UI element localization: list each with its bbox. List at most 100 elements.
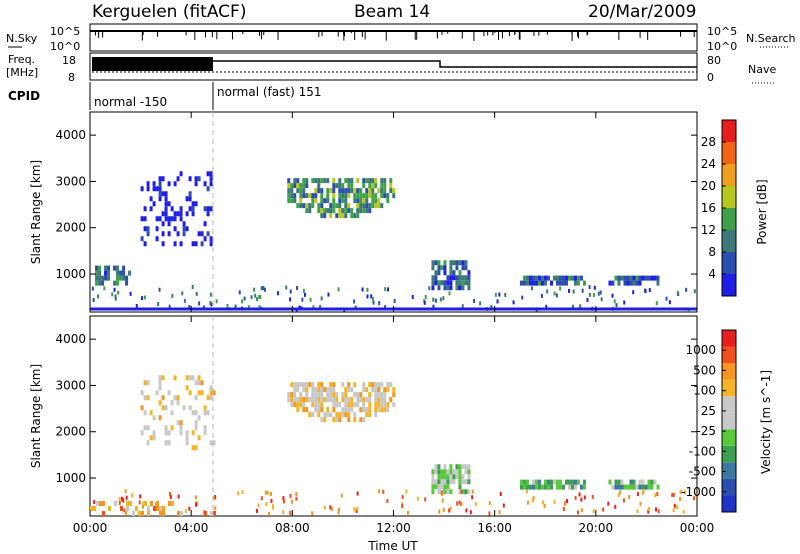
data-cell: [443, 474, 447, 480]
data-cell: [332, 198, 336, 204]
data-cell: [579, 484, 583, 490]
data-cell: [161, 176, 165, 182]
data-cell: [169, 491, 172, 496]
data-cell: [464, 280, 468, 286]
data-cell: [564, 275, 568, 281]
data-cell: [141, 296, 144, 301]
data-cell: [440, 484, 444, 490]
colorbar-tick-label: 500: [693, 363, 716, 377]
data-cell: [338, 178, 342, 184]
data-cell: [380, 193, 384, 199]
velocity-colorbar: 1000 500 100 25 -25 -100 -500 -1000: [681, 329, 737, 513]
data-cell: [293, 193, 297, 199]
data-cell: [359, 397, 363, 403]
data-cell: [608, 280, 612, 286]
data-cell: [522, 479, 526, 485]
data-cell: [326, 412, 330, 418]
data-cell: [356, 198, 360, 204]
data-cell: [656, 492, 659, 497]
data-cell: [494, 292, 497, 297]
data-cell: [323, 208, 327, 214]
data-cell: [182, 231, 186, 237]
data-cell: [647, 479, 651, 485]
data-cell: [389, 382, 393, 388]
data-cell: [290, 402, 294, 408]
data-cell: [406, 510, 409, 515]
data-cell: [479, 301, 482, 306]
data-cell: [332, 392, 336, 398]
data-cell: [650, 275, 654, 281]
data-cell: [386, 193, 390, 199]
data-cell: [125, 275, 129, 281]
data-cell: [332, 407, 336, 413]
data-cell: [197, 435, 201, 441]
data-cell: [632, 479, 636, 485]
data-cell: [158, 400, 162, 406]
x-tick-label: 04:00: [174, 521, 209, 535]
data-cell: [576, 510, 579, 515]
data-cell: [319, 304, 322, 309]
velocity-y-ticks: 1000 2000 3000 4000: [55, 332, 697, 485]
data-cell: [200, 380, 204, 386]
data-cell: [179, 211, 183, 217]
data-cell: [173, 241, 177, 247]
data-cell: [206, 211, 210, 217]
data-cell: [161, 191, 165, 197]
data-cell: [458, 464, 462, 470]
data-cell: [374, 193, 378, 199]
data-cell: [576, 275, 580, 281]
data-cell: [347, 402, 351, 408]
data-cell: [102, 511, 105, 516]
date-title: 20/Mar/2009: [588, 2, 696, 22]
data-cell: [461, 304, 464, 309]
noise-tick-right-top: 10^5: [707, 25, 737, 38]
data-cell: [320, 417, 324, 423]
data-cell: [180, 511, 183, 516]
data-cell: [356, 188, 360, 194]
data-cell: [441, 498, 444, 503]
data-cell: [647, 275, 651, 281]
data-cell: [368, 412, 372, 418]
data-cell: [305, 193, 309, 199]
data-cell: [309, 297, 312, 302]
data-cell: [458, 260, 462, 266]
data-cell: [437, 280, 441, 286]
data-cell: [98, 275, 102, 281]
data-cell: [368, 208, 372, 214]
data-cell: [564, 280, 568, 286]
data-cell: [366, 294, 369, 299]
data-cell: [464, 469, 468, 475]
data-cell: [359, 203, 363, 209]
data-cell: [138, 500, 141, 505]
data-cell: [302, 193, 306, 199]
data-cell: [164, 206, 168, 212]
nave-label: Nave: [748, 63, 776, 76]
data-cell: [329, 382, 333, 388]
data-cell: [167, 201, 171, 207]
data-cell: [679, 489, 682, 494]
data-cell: [338, 213, 342, 219]
data-cell: [150, 501, 153, 506]
colorbar-tick-label: -500: [689, 465, 716, 479]
data-cell: [344, 188, 348, 194]
data-cell: [302, 288, 305, 293]
data-cell: [116, 265, 120, 271]
data-cell: [392, 387, 396, 393]
data-cell: [238, 290, 241, 295]
data-cell: [362, 198, 366, 204]
data-cell: [641, 479, 645, 485]
data-cell: [534, 275, 538, 281]
data-cell: [90, 506, 93, 511]
data-cell: [302, 203, 306, 209]
data-cell: [632, 275, 636, 281]
data-cell: [467, 285, 471, 291]
data-cell: [386, 387, 390, 393]
data-cell: [116, 270, 120, 276]
data-cell: [146, 186, 150, 192]
data-cell: [103, 286, 106, 291]
data-cell: [341, 213, 345, 219]
data-cell: [158, 375, 162, 381]
data-cell: [639, 501, 642, 506]
data-cell: [191, 430, 195, 436]
data-cell: [179, 420, 183, 426]
